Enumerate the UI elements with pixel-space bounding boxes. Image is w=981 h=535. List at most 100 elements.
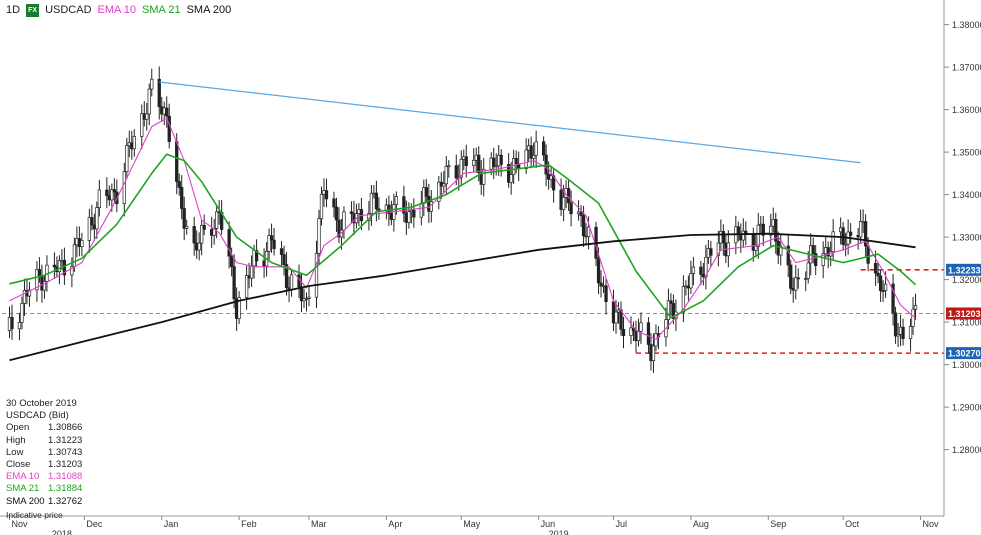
candle-body	[789, 264, 793, 289]
candle-body	[848, 231, 853, 236]
sma21-label[interactable]: SMA 21	[142, 4, 181, 16]
candle-body	[282, 254, 286, 265]
candle-body	[774, 218, 778, 242]
info-row: Open 1.30866	[6, 422, 82, 434]
candle-body	[202, 224, 206, 230]
y-tick-label: 1.38000	[952, 20, 981, 30]
x-tick-label: Apr	[388, 519, 402, 529]
candle-body	[284, 264, 289, 289]
info-row-value: 1.32762	[48, 495, 83, 507]
info-row-key: EMA 10	[6, 471, 40, 483]
year-label: 2018	[52, 529, 72, 535]
candle-body	[419, 202, 423, 218]
candle-body	[599, 282, 603, 287]
candle-body	[244, 275, 249, 298]
fx-badge-icon: FX	[26, 3, 40, 17]
symbol-label[interactable]: USDCAD	[45, 4, 92, 16]
candle-body	[841, 227, 845, 245]
support-price-label: 1.30270	[948, 349, 981, 359]
y-tick-label: 1.28000	[952, 445, 981, 455]
sma200-line	[9, 232, 916, 362]
candle-body	[150, 78, 154, 90]
candle-body	[477, 154, 481, 174]
ema10-label[interactable]: EMA 10	[97, 4, 137, 16]
info-row-key: SMA 21	[6, 483, 40, 495]
ema10-line	[9, 117, 916, 340]
candle-body	[304, 298, 309, 300]
candle-body	[464, 156, 468, 166]
info-row: SMA 200 1.32762	[6, 496, 82, 508]
candle-body	[896, 334, 900, 337]
x-tick-label: Dec	[86, 519, 103, 529]
candle-body	[507, 164, 511, 183]
candle-body	[200, 224, 204, 244]
timeframe-label[interactable]: 1D	[6, 4, 21, 16]
candle-body	[374, 192, 379, 210]
candle-body	[177, 181, 181, 188]
candle-body	[646, 322, 651, 345]
info-note: Indicative price	[6, 509, 63, 520]
candle-body	[334, 206, 339, 221]
candle-body	[165, 107, 169, 117]
candle-body	[307, 296, 311, 299]
candle-body	[454, 165, 458, 179]
candle-body	[769, 225, 773, 236]
candle-body	[402, 196, 406, 214]
candle-body	[197, 242, 201, 251]
info-row-value: 1.31203	[48, 459, 83, 471]
candle-body	[569, 202, 573, 215]
y-tick-label: 1.31000	[952, 318, 981, 328]
candle-body	[908, 326, 913, 340]
candle-body	[821, 253, 825, 267]
candle-body	[669, 300, 673, 304]
info-row: SMA 21 1.31884	[6, 483, 82, 495]
candle-body	[319, 193, 324, 220]
info-row-value: 1.31223	[48, 434, 83, 446]
info-row-value: 1.31884	[48, 483, 83, 495]
candle-body	[175, 141, 179, 182]
candle-body	[110, 189, 114, 201]
sma200-label[interactable]: SMA 200	[186, 4, 232, 16]
candle-body	[105, 189, 109, 196]
candle-body	[212, 227, 216, 236]
candle-body	[112, 189, 116, 193]
candle-body	[249, 265, 254, 279]
candle-body	[20, 303, 24, 323]
x-tick-label: Nov	[923, 519, 940, 529]
price-axis: 1.38000 1.37000 1.36000 1.35000 1.34000 1.330…	[944, 20, 981, 455]
info-row-value: 1.30743	[48, 446, 83, 458]
candle-body	[80, 240, 84, 248]
candle-body	[786, 245, 790, 266]
candle-body	[534, 141, 538, 156]
candle-body	[876, 272, 880, 277]
candle-body	[369, 192, 374, 214]
info-row: Close 1.31203	[6, 459, 82, 471]
candle-body	[182, 208, 186, 229]
y-tick-label: 1.29000	[952, 403, 981, 413]
candle-body	[332, 198, 336, 208]
candle-body	[811, 245, 815, 254]
candle-body	[561, 196, 566, 210]
candle-body	[911, 308, 915, 327]
candle-body	[442, 183, 446, 187]
candle-body	[147, 88, 151, 115]
x-tick-label: Jun	[541, 519, 556, 529]
y-tick-label: 1.33000	[952, 233, 981, 243]
candle-body	[289, 274, 294, 290]
candle-body	[913, 305, 918, 310]
info-row-value: 1.30866	[48, 422, 83, 434]
y-tick-label: 1.35000	[952, 148, 981, 158]
candle-body	[604, 285, 608, 303]
current-price-label: 1.31203	[948, 309, 981, 319]
candle-body	[893, 312, 898, 337]
candle-body	[342, 211, 346, 231]
current-price-tag	[946, 307, 981, 320]
x-tick-label: Nov	[11, 519, 28, 529]
price-tags: 1.32233 1.31203 1.30270	[946, 263, 981, 360]
candle-body	[447, 165, 451, 168]
candle-body	[57, 260, 62, 273]
candle-body	[654, 333, 658, 347]
y-tick-label: 1.30000	[952, 360, 981, 370]
x-tick-label: Aug	[693, 519, 709, 529]
